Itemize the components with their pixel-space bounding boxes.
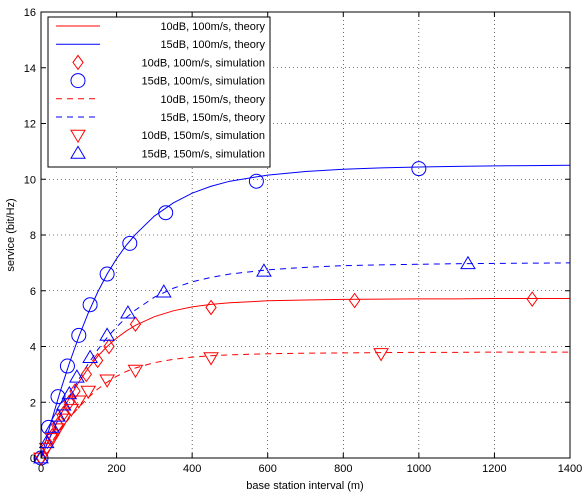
legend[interactable]: 10dB, 100m/s, theory 15dB, 100m/s, theory… xyxy=(47,16,271,168)
data-point xyxy=(158,205,174,221)
data-point xyxy=(256,263,272,277)
legend-label-0: 10dB, 100m/s, theory xyxy=(160,21,265,33)
legend-marker-3 xyxy=(70,73,86,89)
data-point xyxy=(69,369,85,383)
legend-label-5: 15dB, 150m/s, theory xyxy=(160,112,265,124)
y-tick-label: 8 xyxy=(30,230,36,242)
data-point xyxy=(59,358,75,374)
legend-marker-2 xyxy=(72,54,84,71)
x-tick-label: 1200 xyxy=(482,463,506,475)
data-point xyxy=(38,442,55,457)
data-point xyxy=(205,299,217,316)
x-axis-label: base station interval (m) xyxy=(246,480,363,492)
legend-label-4: 10dB, 150m/s, theory xyxy=(160,94,265,106)
y-tick-label: 12 xyxy=(24,119,36,131)
y-tick-label: 4 xyxy=(30,342,36,354)
legend-box xyxy=(47,16,271,168)
markers-layer xyxy=(33,161,538,466)
data-point xyxy=(50,423,66,437)
legend-marker-6 xyxy=(70,129,86,144)
data-point xyxy=(80,385,97,400)
series-markers-7 xyxy=(33,255,476,464)
legend-label-6: 10dB, 150m/s, simulation xyxy=(141,130,265,142)
grid xyxy=(41,12,570,458)
data-point xyxy=(99,327,115,341)
x-tick-label: 1400 xyxy=(558,463,582,475)
series-line-5 xyxy=(40,262,571,459)
data-point xyxy=(41,419,57,435)
legend-marker-7 xyxy=(70,145,86,159)
data-point xyxy=(526,291,538,307)
data-point xyxy=(460,255,476,270)
y-tick-label: 6 xyxy=(30,286,36,298)
data-point xyxy=(55,413,72,427)
x-tick-label: 200 xyxy=(107,463,125,475)
data-point xyxy=(348,292,361,309)
y-tick-label: 16 xyxy=(24,7,36,19)
data-point xyxy=(50,389,66,405)
y-axis-label: service (bit/Hz) xyxy=(5,198,17,271)
data-point xyxy=(127,364,144,379)
data-point xyxy=(70,395,87,409)
data-point xyxy=(411,161,427,177)
data-point xyxy=(38,434,55,449)
x-tick-label: 600 xyxy=(259,463,277,475)
data-point xyxy=(99,374,115,388)
data-point xyxy=(71,327,87,343)
series-markers-3 xyxy=(33,161,427,466)
x-tick-label: 400 xyxy=(183,463,201,475)
data-point xyxy=(33,450,49,464)
x-tick-label: 800 xyxy=(334,463,352,475)
data-point xyxy=(103,338,115,355)
data-point xyxy=(203,352,219,366)
data-point xyxy=(63,394,75,411)
data-point xyxy=(120,305,136,319)
data-point xyxy=(61,385,78,400)
y-tick-label: 2 xyxy=(30,397,36,409)
data-point xyxy=(58,405,70,422)
y-tick-label: 14 xyxy=(24,63,36,75)
data-point xyxy=(122,235,138,251)
data-point xyxy=(248,173,264,189)
x-tick-label: 0 xyxy=(38,463,44,475)
data-point xyxy=(129,316,142,333)
data-point xyxy=(55,397,72,411)
legend-label-2: 10dB, 100m/s, simulation xyxy=(141,57,265,69)
x-tick-label: 1000 xyxy=(407,463,431,475)
y-tick-label: 0 xyxy=(30,453,36,465)
data-point xyxy=(69,383,81,399)
data-point xyxy=(82,349,98,364)
data-point xyxy=(80,366,92,383)
data-point xyxy=(373,348,389,362)
data-point xyxy=(82,297,98,313)
series-line-1 xyxy=(40,164,571,459)
data-point xyxy=(50,408,66,422)
legend-label-1: 15dB, 100m/s, theory xyxy=(160,39,265,51)
tick-labels: 0 200 400 600 800 1000 1200 1400 0 2 4 6 8 10 12 14 16 xyxy=(24,7,582,475)
legend-label-3: 15dB, 100m/s, simulation xyxy=(141,76,265,88)
y-tick-label: 10 xyxy=(24,174,36,186)
axis-ticks xyxy=(40,11,571,459)
data-point xyxy=(155,284,172,298)
data-point xyxy=(99,266,115,282)
legend-label-7: 15dB, 150m/s, simulation xyxy=(141,148,265,160)
data-point xyxy=(44,419,61,433)
